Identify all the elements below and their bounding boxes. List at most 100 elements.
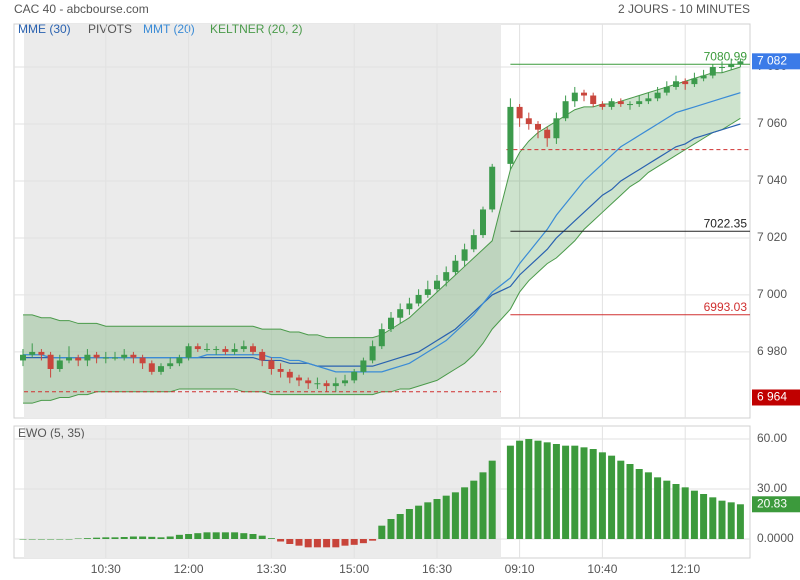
- bar: [166, 536, 174, 539]
- keltner-band: [23, 67, 741, 404]
- x-tick-label: 15:00: [339, 562, 369, 576]
- candle-body: [351, 371, 358, 381]
- chart-title: CAC 40 - abcbourse.com: [14, 2, 149, 16]
- candle-body: [709, 67, 716, 76]
- candle-body: [617, 101, 624, 105]
- bar: [378, 525, 386, 539]
- candle-body: [645, 98, 652, 102]
- bar: [700, 494, 708, 539]
- bar: [212, 532, 220, 539]
- candle-body: [112, 357, 118, 359]
- candle-body: [525, 118, 532, 124]
- price-tag: [752, 389, 800, 406]
- candle-body: [314, 383, 321, 385]
- bar: [543, 442, 551, 539]
- candle-body: [20, 354, 26, 361]
- bar: [681, 487, 689, 539]
- candle-body: [259, 351, 266, 361]
- bar: [129, 536, 137, 539]
- keltner-lower: [23, 117, 741, 404]
- candle-body: [93, 354, 100, 358]
- price-tag-label: 6 964: [757, 390, 787, 404]
- bar: [313, 539, 321, 548]
- bar: [28, 539, 36, 540]
- candle-body: [222, 349, 229, 352]
- bar: [562, 445, 570, 539]
- bar: [65, 539, 73, 540]
- candle-body: [84, 354, 91, 361]
- bar: [350, 539, 358, 545]
- bar: [185, 534, 193, 539]
- candle-body: [571, 92, 578, 102]
- candle-body: [489, 166, 496, 210]
- bar: [341, 539, 349, 546]
- bar: [442, 495, 450, 539]
- candle-body: [29, 351, 36, 355]
- candle-body: [378, 329, 385, 347]
- candle-body: [728, 64, 735, 68]
- candle-body: [167, 363, 174, 367]
- bar: [221, 532, 229, 539]
- price-tag-label: 7 082: [757, 53, 787, 67]
- bar: [203, 532, 211, 539]
- candle-body: [434, 280, 440, 290]
- bar: [323, 539, 331, 548]
- candle-body: [461, 249, 468, 261]
- bar: [157, 537, 165, 539]
- candle-body: [47, 354, 54, 369]
- bar: [258, 535, 266, 539]
- bar: [56, 539, 64, 540]
- x-tick-label: 13:30: [256, 562, 286, 576]
- candle-body: [424, 289, 431, 295]
- bar: [525, 439, 533, 539]
- bar: [617, 460, 625, 539]
- bar: [736, 504, 744, 539]
- bar: [534, 440, 542, 539]
- candle-body: [176, 357, 183, 364]
- bar: [571, 445, 579, 539]
- candle-body: [286, 371, 293, 378]
- panel-title: EWO (5, 35): [18, 426, 85, 440]
- bar: [277, 539, 285, 542]
- bar: [359, 539, 367, 544]
- candle-body: [691, 78, 698, 85]
- bar: [139, 536, 147, 539]
- y-tick-label: 60.00: [757, 431, 787, 445]
- y-tick-label: 7 040: [757, 173, 787, 187]
- candle-body: [682, 81, 689, 85]
- candle-body: [121, 354, 128, 358]
- bar: [37, 539, 45, 540]
- bar: [654, 477, 662, 539]
- bar: [608, 455, 616, 539]
- level-label: 7022.35: [704, 216, 748, 230]
- candle-body: [204, 349, 210, 351]
- y-tick-label: 7 020: [757, 230, 787, 244]
- x-tick-label: 09:10: [505, 562, 535, 576]
- level-label: 6993.03: [704, 300, 748, 314]
- candle-body: [627, 104, 633, 106]
- bar: [727, 502, 735, 539]
- candle-body: [544, 129, 551, 139]
- bar: [295, 539, 303, 546]
- y-tick-label: 30.00: [757, 481, 787, 495]
- legend-entry: MME (30): [18, 22, 71, 36]
- bar: [470, 480, 478, 539]
- candle-body: [38, 351, 45, 355]
- x-tick-label: 12:00: [174, 562, 204, 576]
- bar: [387, 519, 395, 539]
- candle-body: [296, 377, 302, 381]
- candle-body: [231, 349, 238, 352]
- value-tag: [752, 496, 800, 513]
- bar: [690, 490, 698, 539]
- bar: [47, 539, 55, 540]
- candle-body: [608, 101, 615, 107]
- keltner-upper: [23, 66, 741, 339]
- bar: [672, 484, 680, 539]
- candle-body: [406, 303, 413, 310]
- candle-body: [305, 380, 312, 384]
- candle-body: [397, 309, 404, 318]
- y-tick-label: 7 000: [757, 287, 787, 301]
- bar: [488, 460, 496, 539]
- candle-body: [185, 346, 192, 358]
